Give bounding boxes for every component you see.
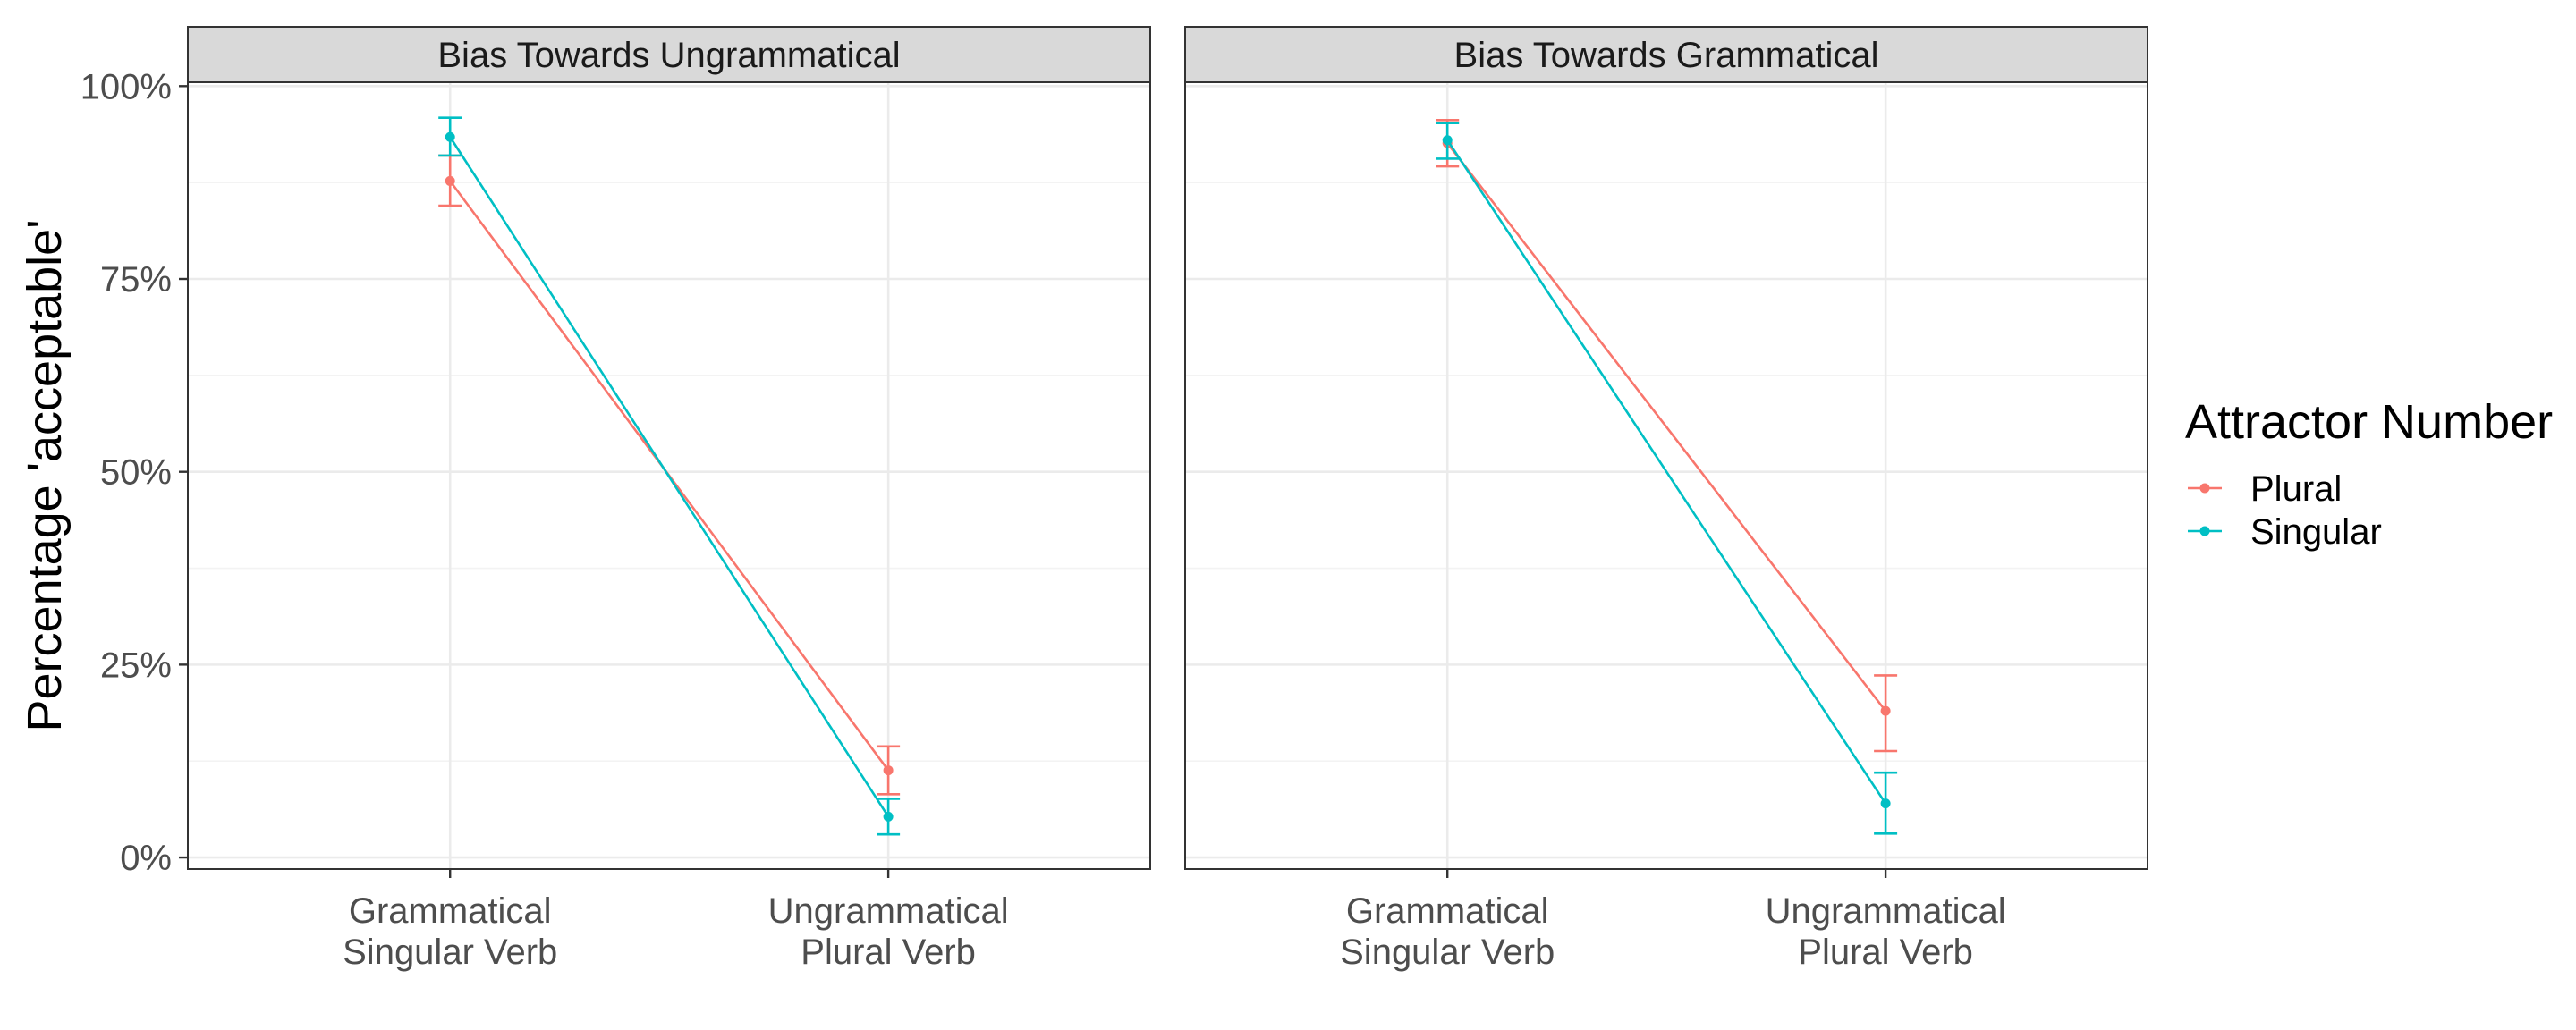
legend-entry-label: Singular bbox=[2250, 512, 2382, 552]
y-tick-label: 100% bbox=[80, 67, 172, 106]
panels-layer: Bias Towards Ungrammatical Bias Towards G… bbox=[187, 26, 2148, 870]
data-point bbox=[445, 131, 455, 142]
data-point bbox=[883, 765, 894, 776]
data-point bbox=[1442, 135, 1453, 146]
facet-strip bbox=[187, 26, 1151, 83]
y-tick-label: 0% bbox=[120, 839, 172, 878]
y-tick-label: 25% bbox=[100, 646, 172, 685]
series-line-plural bbox=[1446, 142, 1887, 712]
axes-layer: Grammatical Singular Verb Ungrammatical Plu… bbox=[18, 67, 2006, 972]
data-point bbox=[1880, 798, 1891, 809]
x-tick-label: Grammatical Singular Verb bbox=[1340, 891, 1555, 972]
x-tick-label: Grammatical Singular Verb bbox=[343, 891, 557, 972]
facet-title: Bias Towards Ungrammatical bbox=[437, 36, 900, 75]
y-tick-label: 75% bbox=[100, 260, 172, 300]
data-point bbox=[883, 811, 894, 822]
x-tick-label: Ungrammatical Plural Verb bbox=[768, 891, 1009, 972]
legend-entry-label: Plural bbox=[2250, 469, 2342, 509]
data-point bbox=[1880, 705, 1891, 716]
series-line-singular bbox=[1446, 139, 1887, 805]
series-line-singular bbox=[449, 136, 890, 818]
legend-title: Attractor Number bbox=[2185, 395, 2553, 449]
y-tick-label: 50% bbox=[100, 453, 172, 493]
legend-key-point bbox=[2199, 526, 2210, 536]
data-point bbox=[445, 175, 455, 186]
facet-strip bbox=[1184, 26, 2148, 83]
x-tick-label: Ungrammatical Plural Verb bbox=[1766, 891, 2006, 972]
facet-title: Bias Towards Grammatical bbox=[1454, 36, 1879, 75]
y-axis-title: Percentage 'acceptable' bbox=[18, 219, 72, 731]
marks-layer bbox=[438, 116, 1898, 836]
legend-key-point bbox=[2199, 483, 2210, 494]
